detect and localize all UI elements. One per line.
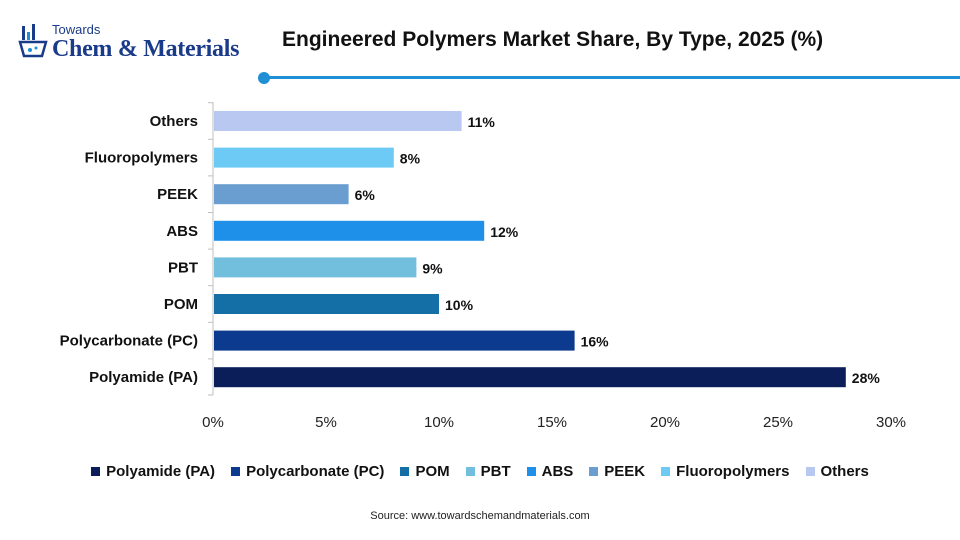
bar [214, 111, 462, 131]
category-label: Others [150, 113, 198, 130]
category-label: PEEK [157, 186, 198, 203]
legend-swatch [805, 467, 815, 476]
category-label: Polycarbonate (PC) [60, 333, 198, 350]
legend-label: Polycarbonate (PC) [246, 463, 385, 480]
brand-name: Chem & Materials [52, 36, 240, 62]
legend-swatch [526, 467, 536, 476]
legend-item: Polyamide (PA) [91, 463, 215, 480]
legend-swatch [231, 467, 241, 476]
legend-label: Polyamide (PA) [106, 463, 216, 480]
legend-swatch [400, 467, 410, 476]
legend-swatch [91, 467, 101, 476]
bar [214, 367, 846, 388]
bar [214, 330, 575, 351]
bar-value-label: 28% [852, 370, 881, 386]
bar [214, 220, 485, 241]
legend-item: Others [805, 463, 869, 480]
legend-label: PBT [480, 463, 511, 480]
bar [214, 184, 349, 205]
legend-swatch [589, 467, 599, 476]
bar-value-label: 6% [355, 187, 376, 203]
x-tick-label: 30% [876, 414, 906, 431]
bar [214, 147, 394, 168]
bar-value-label: 10% [445, 297, 474, 313]
legend-item: POM [400, 463, 450, 480]
bar-value-label: 11% [468, 114, 496, 130]
bar-value-label: 12% [490, 224, 519, 240]
category-label: Fluoropolymers [85, 150, 198, 167]
category-label: Polyamide (PA) [89, 369, 198, 386]
header-rule-dot [258, 72, 270, 84]
chart-title: Engineered Polymers Market Share, By Typ… [282, 28, 824, 51]
header-rule-line [266, 76, 960, 79]
x-tick-label: 20% [650, 414, 680, 431]
legend-item: PEEK [589, 463, 645, 480]
x-tick-label: 25% [763, 414, 793, 431]
legend-item: PBT [465, 463, 511, 480]
legend-swatch [661, 467, 671, 476]
brand-small-text: Towards [52, 22, 101, 37]
legend-label: Fluoropolymers [676, 463, 790, 480]
legend-label: POM [415, 463, 450, 480]
x-tick-label: 10% [424, 414, 454, 431]
chart-legend: Polyamide (PA) Polycarbonate (PC) POM PBT AB… [0, 463, 960, 480]
bar-chart: Others 11% Fluoropolymers 8% PEEK 6% ABS 12% PBT… [60, 102, 906, 431]
x-tick-label: 15% [537, 414, 567, 431]
legend-label: PEEK [604, 463, 646, 480]
bar-value-label: 8% [400, 151, 421, 167]
flask-icon [18, 24, 48, 58]
brand-logo: Towards Chem & Materials [18, 22, 258, 68]
category-label: POM [164, 296, 198, 313]
bar-value-label: 9% [422, 260, 443, 276]
x-tick-label: 5% [315, 414, 337, 431]
legend-item: ABS [526, 463, 574, 480]
legend-label: ABS [541, 463, 574, 480]
legend-item: Polycarbonate (PC) [231, 463, 384, 480]
bar-value-label: 16% [581, 334, 610, 350]
legend-label: Others [820, 463, 869, 480]
legend-item: Fluoropolymers [661, 463, 790, 480]
legend-swatch [465, 467, 475, 476]
category-label: ABS [166, 223, 198, 240]
x-tick-label: 0% [202, 414, 224, 431]
category-label: PBT [168, 259, 198, 276]
source-note: Source: www.towardschemandmaterials.com [370, 510, 590, 522]
bar [214, 257, 417, 278]
bar [214, 294, 439, 314]
